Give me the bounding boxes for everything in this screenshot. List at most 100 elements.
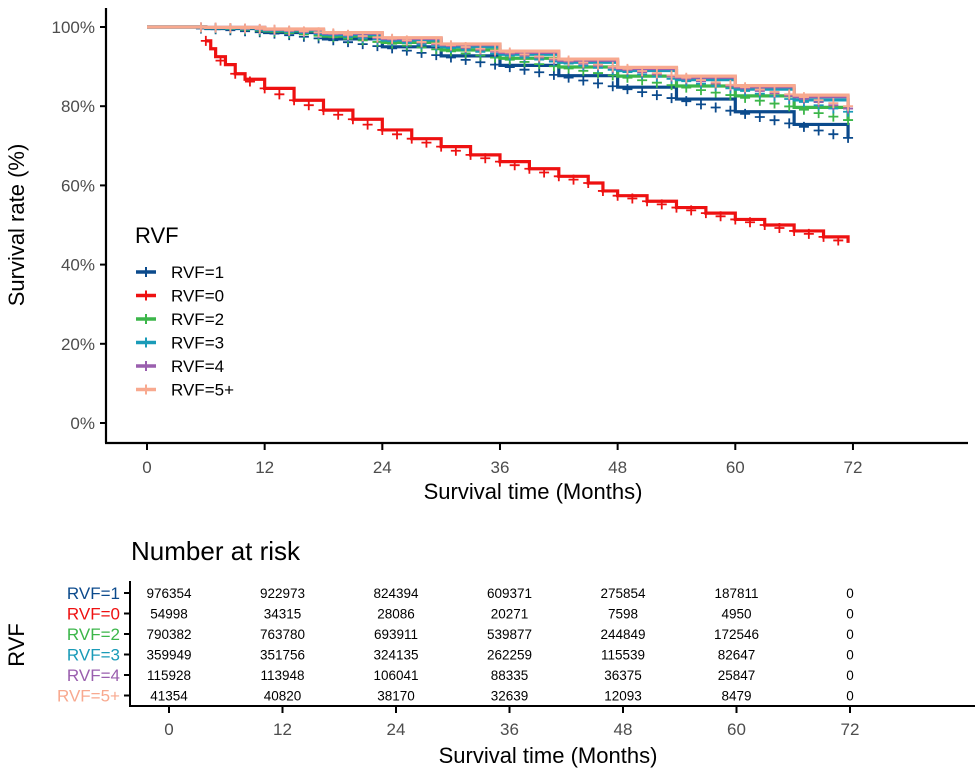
censor-mark <box>642 196 653 207</box>
risk-cell: 25847 <box>718 668 756 683</box>
censor-mark <box>284 25 295 36</box>
risk-cell: 0 <box>846 689 854 704</box>
survival-curve-rvf-4 <box>147 22 854 114</box>
risk-row: RVF=4 115928 113948 106041 88335 36375 25847 0 <box>67 666 854 685</box>
censor-mark <box>798 92 809 103</box>
censor-mark <box>494 156 505 167</box>
risk-cell: 12093 <box>604 689 642 704</box>
censor-mark <box>343 29 354 40</box>
risk-cell: 824394 <box>373 586 419 601</box>
risk-cell: 539877 <box>487 627 532 642</box>
risk-rows: RVF=1 976354 922973 824394 609371 275854 18781… <box>57 584 854 706</box>
risk-x-tick-label: 24 <box>387 720 406 739</box>
legend: RVF RVF=1 RVF=0 RVF=2 RVF=3 RVF=4 RVF=5+ <box>135 223 234 400</box>
censor-mark <box>666 70 677 81</box>
censor-mark <box>681 96 692 107</box>
survival-curve-rvf-2 <box>147 22 854 126</box>
legend-label: RVF=5+ <box>171 381 234 400</box>
censor-mark <box>813 95 824 106</box>
x-tick-label: 12 <box>255 458 274 477</box>
censor-mark <box>828 98 839 109</box>
censor-mark <box>803 228 814 239</box>
censor-mark <box>612 190 623 201</box>
censor-mark <box>666 93 677 104</box>
censor-mark <box>465 149 476 160</box>
risk-row-label: RVF=0 <box>67 605 120 624</box>
risk-cell: 34315 <box>264 607 302 622</box>
x-tick-label: 0 <box>142 458 151 477</box>
risk-cell: 0 <box>846 586 854 601</box>
risk-x-tick-label: 12 <box>273 720 292 739</box>
censor-mark <box>509 160 520 171</box>
y-tick-label: 40% <box>61 256 95 275</box>
legend-item: RVF=0 <box>136 287 224 306</box>
censor-mark <box>754 84 765 95</box>
censor-mark <box>568 174 579 185</box>
censor-mark <box>445 40 456 51</box>
x-tick-label: 48 <box>608 458 627 477</box>
risk-cell: 790382 <box>146 627 191 642</box>
censor-mark <box>597 185 608 196</box>
risk-cell: 7598 <box>608 607 638 622</box>
censor-mark <box>480 153 491 164</box>
censor-mark <box>671 202 682 213</box>
censor-mark <box>710 77 721 88</box>
censor-mark <box>774 222 785 233</box>
risk-x-axis-title: Survival time (Months) <box>439 743 658 768</box>
censor-mark <box>578 75 589 86</box>
risk-cell: 172546 <box>714 627 759 642</box>
censor-mark <box>651 68 662 79</box>
x-tick-label: 24 <box>373 458 392 477</box>
survival-curve-rvf-3 <box>147 22 854 117</box>
risk-table: Number at risk RVF=1 976354 922973 824394 60… <box>4 536 975 768</box>
y-tick-label: 80% <box>61 97 95 116</box>
censor-mark <box>686 205 697 216</box>
censor-mark <box>813 125 824 136</box>
risk-row: RVF=5+ 41354 40820 38170 32639 12093 8479 0 <box>57 687 854 706</box>
censor-mark <box>769 115 780 126</box>
censor-mark <box>833 235 844 246</box>
risk-row: RVF=2 790382 763780 693911 539877 244849 17254… <box>67 625 854 644</box>
risk-cell: 8479 <box>721 689 751 704</box>
risk-cell: 324135 <box>373 648 418 663</box>
x-tick-label: 72 <box>843 458 862 477</box>
censor-mark <box>357 30 368 41</box>
legend-item: RVF=1 <box>136 263 224 282</box>
risk-cell: 351756 <box>260 648 305 663</box>
risk-cell: 187811 <box>714 586 758 601</box>
censor-mark <box>798 121 809 132</box>
curve-line <box>147 25 850 112</box>
censor-mark <box>622 84 633 95</box>
y-tick-label: 20% <box>61 335 95 354</box>
censor-mark <box>607 61 618 72</box>
censor-mark <box>377 124 388 135</box>
censor-mark <box>490 45 501 56</box>
censor-mark <box>563 55 574 66</box>
risk-cell: 0 <box>846 627 854 642</box>
legend-label: RVF=1 <box>171 263 224 282</box>
x-ticks: 0 12 24 36 48 60 72 <box>142 443 862 477</box>
risk-x-tick-label: 60 <box>727 720 746 739</box>
censor-mark <box>215 55 226 66</box>
censor-mark <box>387 33 398 44</box>
censor-mark <box>651 90 662 101</box>
censor-mark <box>784 89 795 100</box>
censor-mark <box>548 69 559 80</box>
legend-label: RVF=4 <box>171 357 224 376</box>
risk-y-axis-title: RVF <box>4 623 29 667</box>
risk-cell: 275854 <box>600 586 646 601</box>
censor-mark <box>656 199 667 210</box>
censor-mark <box>450 145 461 156</box>
risk-row-label: RVF=1 <box>67 584 120 603</box>
risk-cell: 693911 <box>374 627 418 642</box>
censor-mark <box>269 24 280 35</box>
censor-mark <box>401 35 412 46</box>
censor-mark <box>362 119 373 130</box>
censor-mark <box>583 178 594 189</box>
risk-cell: 88335 <box>491 668 529 683</box>
censor-mark <box>392 129 403 140</box>
legend-label: RVF=3 <box>171 334 224 353</box>
survival-curves <box>147 22 854 246</box>
legend-label: RVF=2 <box>171 310 224 329</box>
censor-mark <box>745 217 756 228</box>
